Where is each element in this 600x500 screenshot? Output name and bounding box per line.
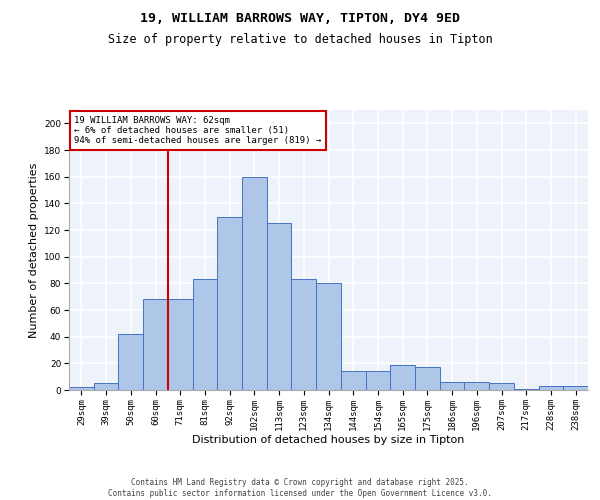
X-axis label: Distribution of detached houses by size in Tipton: Distribution of detached houses by size … (193, 436, 464, 446)
Bar (514, 388, 539, 390)
Bar (94, 384, 118, 390)
Bar (415, 368, 440, 390)
Bar (242, 176, 267, 390)
Text: 19, WILLIAM BARROWS WAY, TIPTON, DY4 9ED: 19, WILLIAM BARROWS WAY, TIPTON, DY4 9ED (140, 12, 460, 26)
Bar (464, 382, 489, 390)
Bar (118, 334, 143, 390)
Bar (267, 224, 292, 390)
Bar (440, 382, 464, 390)
Text: Size of property relative to detached houses in Tipton: Size of property relative to detached ho… (107, 32, 493, 46)
Bar (365, 372, 390, 390)
Bar (390, 364, 415, 390)
Bar (168, 300, 193, 390)
Text: Contains HM Land Registry data © Crown copyright and database right 2025.
Contai: Contains HM Land Registry data © Crown c… (108, 478, 492, 498)
Bar (217, 216, 242, 390)
Bar (539, 386, 563, 390)
Bar (143, 300, 168, 390)
Bar (69, 388, 94, 390)
Text: 19 WILLIAM BARROWS WAY: 62sqm
← 6% of detached houses are smaller (51)
94% of se: 19 WILLIAM BARROWS WAY: 62sqm ← 6% of de… (74, 116, 322, 146)
Bar (193, 280, 217, 390)
Bar (489, 384, 514, 390)
Bar (292, 280, 316, 390)
Bar (341, 372, 365, 390)
Bar (316, 284, 341, 390)
Y-axis label: Number of detached properties: Number of detached properties (29, 162, 38, 338)
Bar (563, 386, 588, 390)
